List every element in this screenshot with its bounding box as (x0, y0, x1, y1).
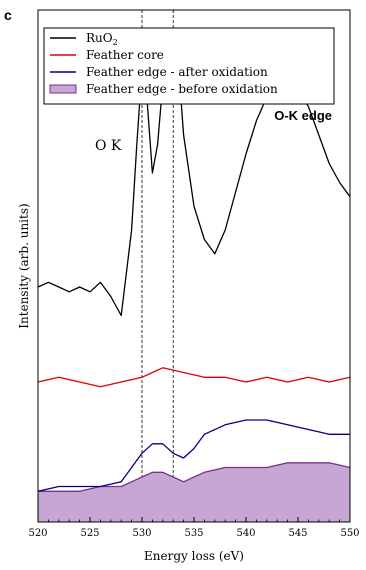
series-line-feather-edge-after-oxidation (37, 419, 350, 492)
legend-label-feather-edge-before-oxidation: Feather edge - before oxidation (86, 82, 278, 96)
panel-label: c (4, 7, 12, 23)
legend-swatch-feather-edge-before-oxidation (49, 84, 77, 94)
legend-label-subscript: 2 (113, 38, 118, 47)
x-tick-label: 530 (132, 528, 151, 539)
x-tick-label: 535 (184, 528, 203, 539)
peak-annotation: O K (95, 138, 122, 154)
y-axis-label: Intensity (arb. units) (17, 203, 31, 328)
legend-box (43, 27, 335, 105)
x-axis-label: Energy loss (eV) (144, 549, 244, 563)
x-tick-label: 540 (236, 528, 255, 539)
legend-label-ruo: RuO2 (86, 31, 118, 47)
legend-label-feather-edge-after-oxidation: Feather edge - after oxidation (86, 65, 268, 79)
edge-label: O-K edge (274, 108, 332, 123)
x-axis-ticks: 520 525 530 535 540 545 550 (28, 517, 360, 539)
x-tick-label: 545 (288, 528, 307, 539)
series-line-feather-edge-before-oxidation (38, 462, 351, 492)
legend-label-feather-core: Feather core (86, 48, 164, 62)
series-line-feather-core (37, 367, 351, 388)
x-tick-label: 525 (80, 528, 99, 539)
series-area-feather-edge-before-oxidation (38, 462, 350, 522)
x-tick-label: 520 (28, 528, 47, 539)
x-tick-label: 550 (340, 528, 359, 539)
